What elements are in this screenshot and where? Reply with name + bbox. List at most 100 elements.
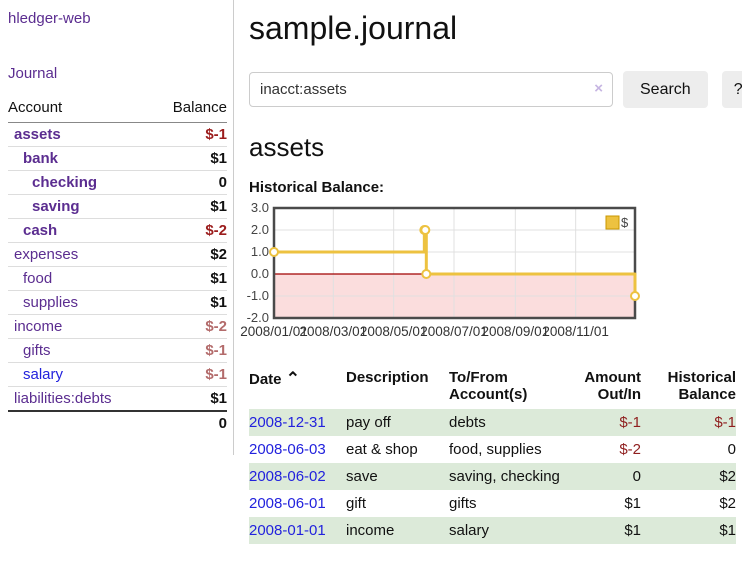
- transaction-row: 2008-12-31 pay off debts $-1 $-1: [249, 409, 736, 436]
- y-tick-label: 2.0: [251, 222, 269, 237]
- app-layout: hledger-web Journal Account Balance asse…: [0, 0, 742, 544]
- sidebar-item-journal[interactable]: Journal: [8, 65, 58, 82]
- transaction-accounts: debts: [449, 414, 486, 431]
- transaction-description: income: [346, 522, 395, 539]
- transaction-description: eat & shop: [346, 441, 418, 458]
- transaction-balance: $2: [719, 468, 736, 485]
- transaction-accounts: gifts: [449, 495, 477, 512]
- accounts-header-account: Account: [8, 96, 152, 123]
- y-tick-label: 1.0: [251, 244, 269, 259]
- account-link-bank[interactable]: bank: [23, 150, 59, 167]
- main-content: sample.journal × Search ? assets Histori…: [234, 0, 742, 544]
- account-row: cash $-2: [8, 218, 227, 243]
- transaction-date-link[interactable]: 2008-06-03: [249, 441, 326, 458]
- page-title: sample.journal: [249, 10, 458, 46]
- search-box: ×: [249, 72, 613, 107]
- transaction-amount: $1: [624, 522, 641, 539]
- x-tick-label: 2008/07/01: [420, 324, 488, 339]
- txn-header-amount: Amount Out/In: [584, 369, 641, 403]
- accounts-total-value: 0: [151, 410, 227, 435]
- accounts-header-row: Account Balance: [8, 96, 227, 123]
- transaction-accounts: food, supplies: [449, 441, 542, 458]
- y-tick-label: -2.0: [247, 310, 269, 325]
- account-balance: $1: [210, 270, 227, 287]
- account-row: liabilities:debts $1: [8, 386, 227, 411]
- account-balance: $1: [210, 294, 227, 311]
- sort-asc-icon: ⌃: [285, 369, 300, 388]
- transaction-row: 2008-06-03 eat & shop food, supplies $-2 0: [249, 436, 736, 463]
- legend-label: $: [621, 215, 629, 230]
- account-link-gifts[interactable]: gifts: [23, 342, 51, 359]
- account-row: gifts $-1: [8, 338, 227, 363]
- transaction-amount: $-1: [619, 414, 641, 431]
- account-link-saving[interactable]: saving: [32, 198, 80, 215]
- search-form: × Search ?: [249, 71, 742, 108]
- y-tick-label: 3.0: [251, 200, 269, 215]
- txn-header-balance: Historical Balance: [667, 369, 736, 403]
- transaction-row: 2008-01-01 income salary $1 $1: [249, 517, 736, 544]
- search-input[interactable]: [249, 72, 613, 107]
- account-link-income[interactable]: income: [14, 318, 63, 335]
- txn-header-date[interactable]: Date ⌃: [249, 369, 300, 388]
- transaction-amount: $-2: [619, 441, 641, 458]
- account-link-food[interactable]: food: [23, 270, 53, 287]
- transaction-accounts: saving, checking: [449, 468, 560, 485]
- account-row: assets $-1: [8, 122, 227, 147]
- account-link-expenses[interactable]: expenses: [14, 246, 79, 263]
- account-link-assets[interactable]: assets: [14, 126, 61, 143]
- transaction-description: save: [346, 468, 378, 485]
- account-balance: $2: [210, 246, 227, 263]
- x-tick-label: 2008/01/01: [240, 324, 308, 339]
- chart-svg: $3.0 2.0 1.0 0.0 -1.0 -2.02008/01/012008/03/0…: [240, 200, 640, 339]
- accounts-header-balance: Balance: [151, 96, 227, 123]
- accounts-total-row: 0: [8, 410, 227, 435]
- app-title-link[interactable]: hledger-web: [8, 10, 91, 27]
- account-balance: $-1: [205, 126, 227, 143]
- transaction-accounts: salary: [449, 522, 490, 539]
- account-row: saving $1: [8, 194, 227, 219]
- account-balance: $1: [210, 390, 227, 407]
- account-balance: $-1: [205, 366, 227, 383]
- transaction-balance: $2: [719, 495, 736, 512]
- transaction-description: gift: [346, 495, 367, 512]
- transaction-date-link[interactable]: 2008-12-31: [249, 414, 326, 431]
- transaction-date-link[interactable]: 2008-01-01: [249, 522, 326, 539]
- account-row: salary $-1: [8, 362, 227, 387]
- search-button[interactable]: Search: [623, 71, 708, 108]
- transaction-balance: $1: [719, 522, 736, 539]
- y-tick-label: 0.0: [251, 266, 269, 281]
- account-row: checking 0: [8, 170, 227, 195]
- transaction-balance: 0: [727, 441, 736, 458]
- account-row: expenses $2: [8, 242, 227, 267]
- account-link-liabilities-debts[interactable]: liabilities:debts: [14, 390, 112, 407]
- account-balance: $-2: [205, 222, 227, 239]
- sidebar: hledger-web Journal Account Balance asse…: [0, 0, 234, 455]
- transaction-amount: $1: [624, 495, 641, 512]
- transaction-date-link[interactable]: 2008-06-02: [249, 468, 326, 485]
- transaction-row: 2008-06-01 gift gifts $1 $2: [249, 490, 736, 517]
- account-heading: assets: [249, 132, 325, 162]
- clear-search-icon[interactable]: ×: [594, 80, 603, 97]
- account-row: bank $1: [8, 146, 227, 171]
- accounts-table: Account Balance assets $-1 bank $1 checking 0…: [8, 96, 227, 435]
- help-button[interactable]: ?: [721, 71, 742, 108]
- transactions-header-row: Date ⌃ Description To/From Account(s) Am…: [249, 367, 736, 409]
- legend-swatch: [605, 215, 620, 230]
- account-link-checking[interactable]: checking: [32, 174, 98, 191]
- account-balance: $-1: [205, 342, 227, 359]
- account-link-salary[interactable]: salary: [23, 366, 64, 383]
- historical-balance-chart: $3.0 2.0 1.0 0.0 -1.0 -2.0 2008/01/01 2008/03/0…: [240, 200, 742, 349]
- account-link-cash[interactable]: cash: [23, 222, 58, 239]
- x-tick-label: 2008/09/01: [482, 324, 550, 339]
- x-tick-label: 2008/05/01: [360, 324, 428, 339]
- account-row: income $-2: [8, 314, 227, 339]
- y-tick-label: -1.0: [247, 288, 269, 303]
- transaction-description: pay off: [346, 414, 391, 431]
- transaction-row: 2008-06-02 save saving, checking 0 $2: [249, 463, 736, 490]
- account-link-supplies[interactable]: supplies: [23, 294, 79, 311]
- account-balance: $-2: [205, 318, 227, 335]
- x-tick-label: 2008/11/01: [542, 324, 609, 339]
- transaction-balance: $-1: [714, 414, 736, 431]
- transaction-date-link[interactable]: 2008-06-01: [249, 495, 326, 512]
- txn-header-description: Description: [346, 369, 429, 386]
